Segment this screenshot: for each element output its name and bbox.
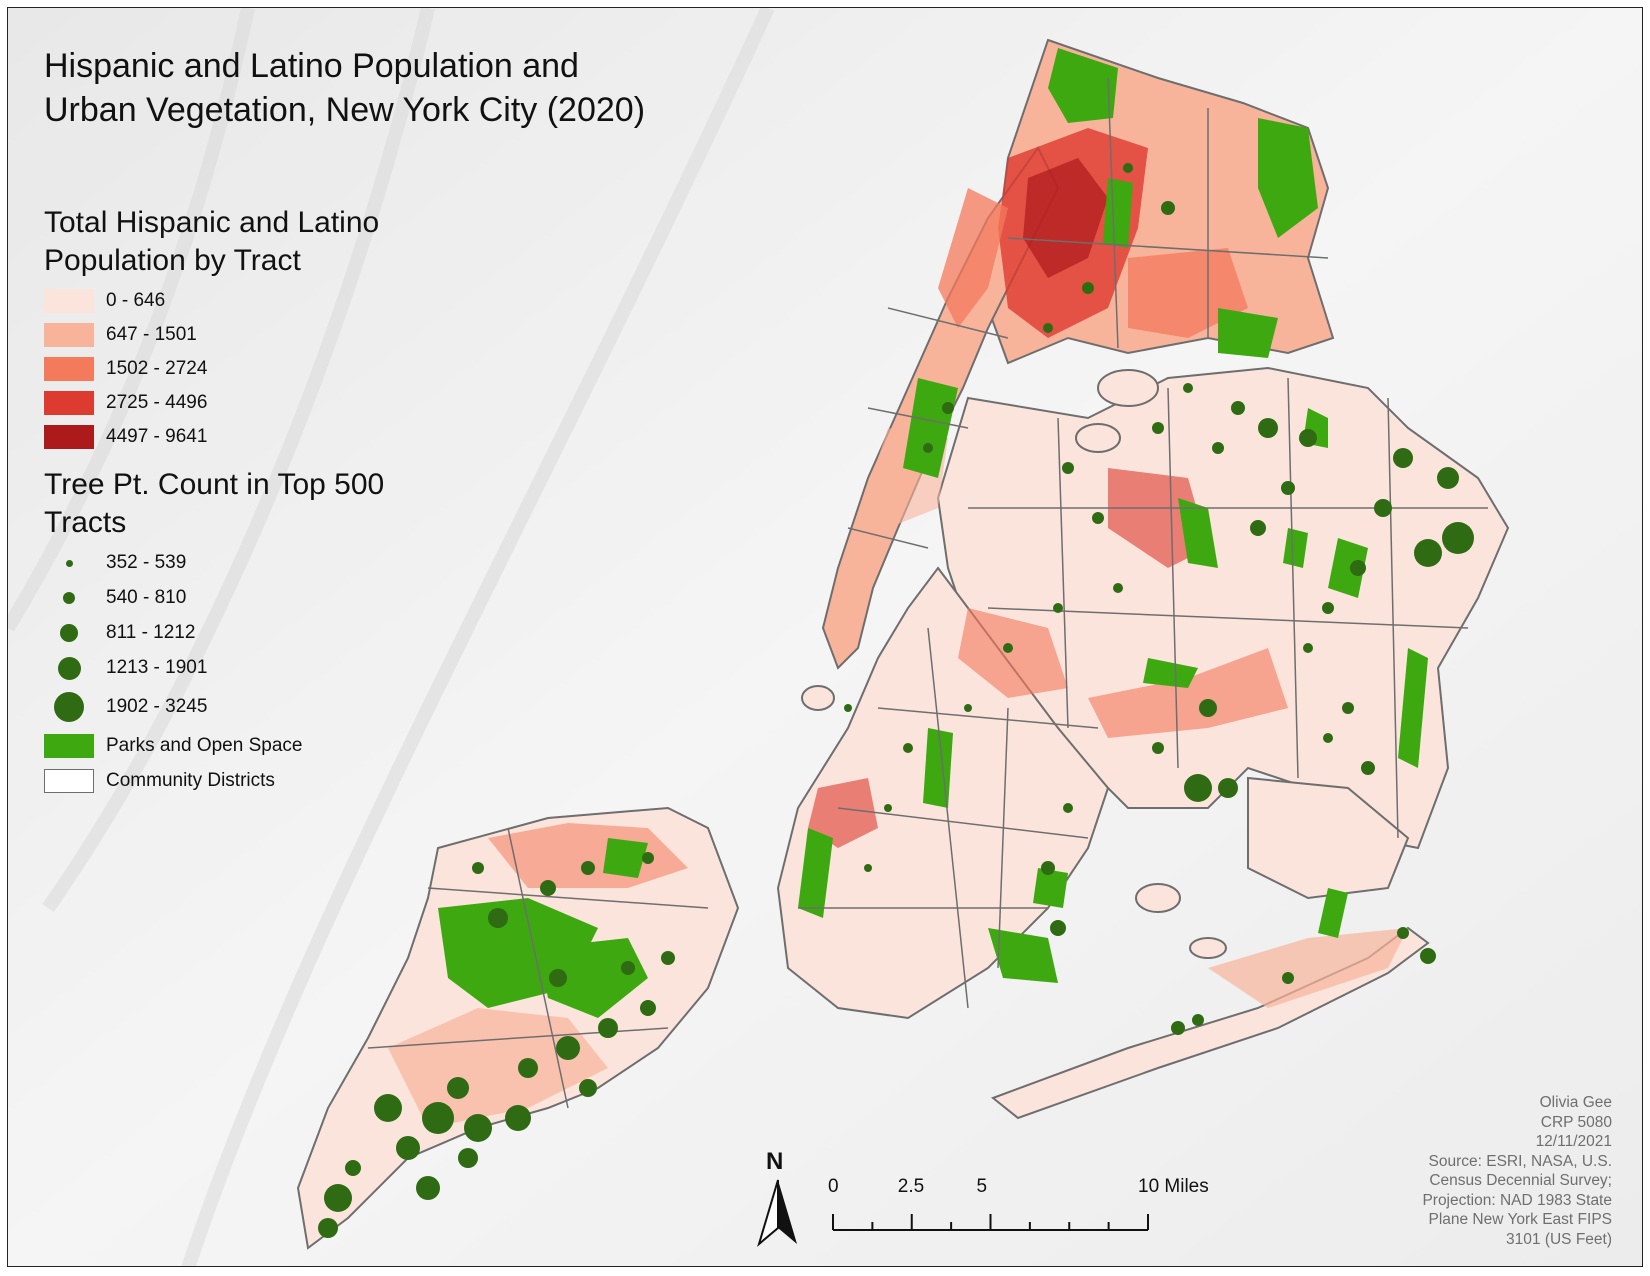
map-title-line1: Hispanic and Latino Population and [44,47,579,85]
scale-bar [832,1214,1149,1231]
parks-legend-item: Parks and Open Space [44,732,302,760]
map-title-line2: Urban Vegetation, New York City (2020) [44,91,646,129]
tree-legend-item: 1902 - 3245 [44,692,208,722]
island [1189,937,1227,959]
community-districts [367,77,1488,1109]
population-legend-item: 2725 - 4496 [44,389,207,417]
tree-legend-heading-line1: Tree Pt. Count in Top 500 [44,468,385,501]
population-class-label: 4497 - 9641 [106,426,208,447]
scale-tick-label: 2.5 [897,1176,925,1197]
tree-dot-icon [54,692,84,722]
scale-tick-label: 0 [828,1176,839,1197]
credits-block: Olivia Gee CRP 5080 12/11/2021 Source: E… [1422,1093,1612,1249]
population-swatch [44,391,94,415]
tree-legend-item: 352 - 539 [44,549,186,577]
tree-legend-item: 811 - 1212 [44,619,195,647]
island [1097,369,1159,407]
tree-class-label: 540 - 810 [106,587,187,608]
tree-class-label: 352 - 539 [106,552,187,573]
population-class-label: 647 - 1501 [106,324,197,345]
population-swatch [44,323,94,347]
population-swatch [44,425,94,449]
tree-dot-icon [63,592,75,604]
population-swatch [44,357,94,381]
credit-line: 3101 (US Feet) [1506,1230,1612,1248]
tree-dot-icon [60,624,78,642]
tree-legend-item: 1213 - 1901 [44,654,207,682]
population-legend-item: 4497 - 9641 [44,423,207,451]
population-legend-heading-line1: Total Hispanic and Latino [44,206,380,239]
credit-line: Plane New York East FIPS [1428,1211,1612,1228]
population-legend-item: 0 - 646 [44,287,165,315]
rockaway-land [990,926,1430,1120]
credit-line: Source: ESRI, NASA, U.S. [1428,1152,1612,1170]
population-legend-heading: Total Hispanic and Latino Population by … [44,204,379,280]
tree-count-points [318,163,1474,1238]
tree-class-label: 1902 - 3245 [106,696,208,717]
jfk-airport [1247,776,1410,900]
island [1075,423,1121,453]
parks-swatch [44,734,94,758]
scale-tick-label: 5 [976,1176,988,1197]
north-arrow-label: N [766,1148,784,1175]
island [801,685,835,711]
districts-legend-item: Community Districts [44,767,275,795]
credit-line: 12/11/2021 [1535,1133,1612,1150]
parks-label: Parks and Open Space [106,735,303,756]
credit-line: CRP 5080 [1540,1113,1612,1131]
credit-line: Census Decennial Survey; [1429,1172,1612,1189]
tree-dot-icon [65,559,73,567]
scale-tick-label: 10 Miles [1138,1176,1209,1197]
districts-swatch [44,769,94,793]
map-canvas [8,8,1642,1266]
tree-class-label: 811 - 1212 [106,622,196,643]
population-class-label: 2725 - 4496 [106,392,208,413]
population-swatch [44,289,94,313]
population-legend-item: 647 - 1501 [44,321,197,349]
parks-open-space [438,48,1428,1018]
tree-dot-icon [57,656,81,680]
map-title: Hispanic and Latino Population and Urban… [44,44,645,132]
population-class-label: 1502 - 2724 [106,358,208,379]
population-legend-item: 1502 - 2724 [44,355,207,383]
districts-label: Community Districts [106,770,275,791]
tree-legend-item: 540 - 810 [44,584,186,612]
population-class-label: 0 - 646 [106,290,166,311]
island [1135,883,1181,913]
credit-line: Olivia Gee [1539,1094,1612,1111]
credit-line: Projection: NAD 1983 State [1422,1191,1612,1209]
terrain-ridges [8,8,775,1266]
tree-class-label: 1213 - 1901 [106,657,208,678]
map-frame: Hispanic and Latino Population and Urban… [7,7,1643,1267]
tree-legend-heading: Tree Pt. Count in Top 500 Tracts [44,466,384,542]
north-arrow-icon [757,1179,797,1247]
tree-legend-heading-line2: Tracts [44,506,127,539]
population-legend-heading-line2: Population by Tract [44,244,301,277]
